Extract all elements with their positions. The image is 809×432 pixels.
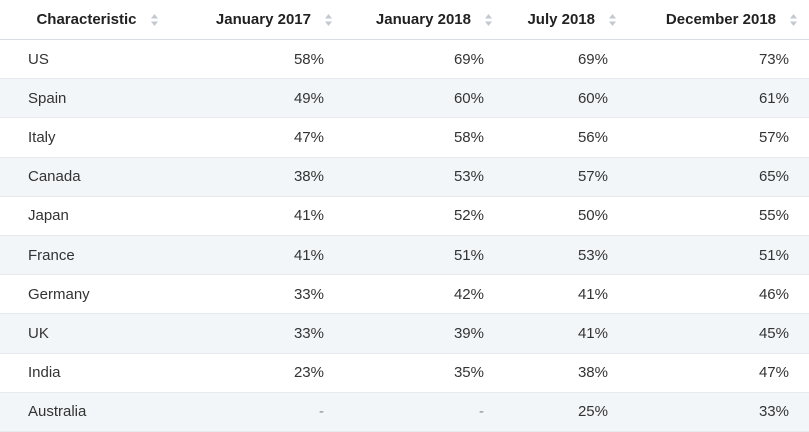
row-label: Germany	[0, 274, 184, 315]
sort-arrows-icon[interactable]	[790, 13, 797, 26]
table-cell: 57%	[504, 157, 628, 197]
table-cell: 38%	[504, 353, 628, 393]
table-row: US 58% 69% 69% 73%	[0, 39, 809, 80]
column-header-december-2018[interactable]: December 2018	[628, 0, 809, 40]
row-label: France	[0, 235, 184, 276]
row-label: UK	[0, 313, 184, 354]
row-label: Canada	[0, 157, 184, 197]
table-cell: 41%	[504, 313, 628, 354]
table-cell: 41%	[184, 196, 344, 236]
table-cell: 45%	[628, 313, 809, 354]
table-row: UK 33% 39% 41% 45%	[0, 313, 809, 354]
table-cell: 33%	[628, 392, 809, 432]
table-cell: 55%	[628, 196, 809, 236]
column-header-january-2017[interactable]: January 2017	[184, 0, 344, 40]
table-cell: 58%	[184, 39, 344, 80]
table-cell: 25%	[504, 392, 628, 432]
table-cell: 60%	[504, 78, 628, 119]
row-label: Spain	[0, 78, 184, 119]
table-row: Canada 38% 53% 57% 65%	[0, 157, 809, 197]
table-cell: 53%	[504, 235, 628, 276]
table-cell: 69%	[344, 39, 504, 80]
table-cell: 42%	[344, 274, 504, 315]
row-label: Japan	[0, 196, 184, 236]
table-cell: 73%	[628, 39, 809, 80]
row-label: Australia	[0, 392, 184, 432]
table-cell: 69%	[504, 39, 628, 80]
table-row: Spain 49% 60% 60% 61%	[0, 78, 809, 119]
column-header-july-2018[interactable]: July 2018	[504, 0, 628, 40]
table-cell: -	[184, 392, 344, 432]
table-cell: 47%	[184, 117, 344, 158]
table-cell: 56%	[504, 117, 628, 158]
table-cell: 39%	[344, 313, 504, 354]
column-header-label: January 2018	[375, 11, 471, 28]
table-cell: 33%	[184, 274, 344, 315]
table-cell: 57%	[628, 117, 809, 158]
table-cell: 53%	[344, 157, 504, 197]
sort-arrows-icon[interactable]	[485, 13, 492, 26]
table-row: Australia - -25% 33%	[0, 392, 809, 432]
sort-arrows-icon[interactable]	[609, 13, 616, 26]
table-row: India 23% 35% 38% 47%	[0, 353, 809, 393]
table-cell: 23%	[184, 353, 344, 393]
table-cell: 46%	[628, 274, 809, 315]
table-cell: 38%	[184, 157, 344, 197]
table-cell: 47%	[628, 353, 809, 393]
column-header-label: Characteristic	[36, 11, 137, 28]
column-header-label: July 2018	[527, 11, 595, 28]
table-cell: 33%	[184, 313, 344, 354]
table-cell: 61%	[628, 78, 809, 119]
table-row: France 41% 51% 53% 51%	[0, 235, 809, 276]
table-cell: 52%	[344, 196, 504, 236]
table-cell: -	[344, 392, 504, 432]
table-cell: 58%	[344, 117, 504, 158]
column-header-characteristic[interactable]: Characteristic	[0, 0, 184, 40]
row-label: Italy	[0, 117, 184, 158]
column-header-january-2018[interactable]: January 2018	[344, 0, 504, 40]
table-cell: 41%	[184, 235, 344, 276]
table-header: Characteristic January 2017 January 2018…	[0, 0, 809, 40]
table-cell: 51%	[628, 235, 809, 276]
column-header-label: December 2018	[665, 11, 776, 28]
table-body: US 58% 69% 69% 73% Spain 49% 60% 60% 61% Italy 47% 5…	[0, 39, 809, 432]
sort-arrows-icon[interactable]	[150, 13, 158, 26]
table-cell: 51%	[344, 235, 504, 276]
table-row: Japan 41% 52% 50% 55%	[0, 196, 809, 236]
table-cell: 60%	[344, 78, 504, 119]
header-row: Characteristic January 2017 January 2018…	[0, 0, 809, 40]
table-cell: 50%	[504, 196, 628, 236]
table-cell: 41%	[504, 274, 628, 315]
table-cell: 65%	[628, 157, 809, 197]
table-row: Italy 47% 58% 56% 57%	[0, 117, 809, 158]
row-label: India	[0, 353, 184, 393]
row-label: US	[0, 39, 184, 80]
table-row: Germany 33% 42% 41% 46%	[0, 274, 809, 315]
column-header-label: January 2017	[215, 11, 311, 28]
sort-arrows-icon[interactable]	[325, 13, 332, 26]
table-cell: 49%	[184, 78, 344, 119]
table-cell: 35%	[344, 353, 504, 393]
